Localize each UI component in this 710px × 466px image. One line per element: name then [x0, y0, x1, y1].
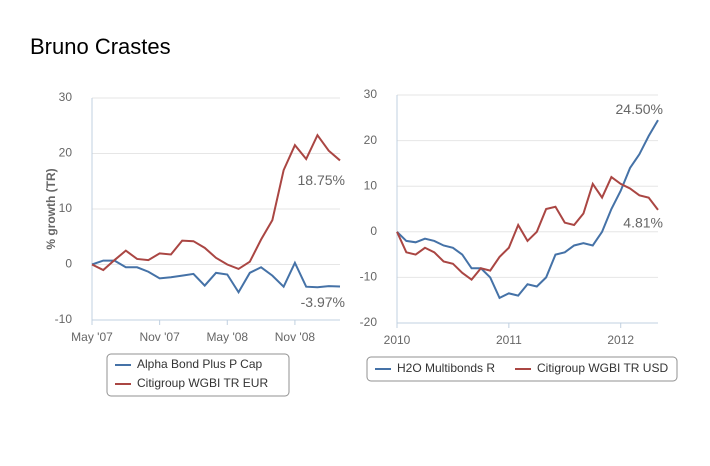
legend-label: Citigroup WGBI TR EUR — [137, 376, 268, 390]
series-line — [91, 133, 341, 272]
y-tick-label: 20 — [364, 133, 378, 147]
y-axis-label: % growth (TR) — [44, 168, 58, 249]
end-label: -3.97% — [301, 294, 345, 310]
y-tick-label: 0 — [65, 257, 72, 271]
end-label: 18.75% — [298, 172, 345, 188]
series-line — [91, 259, 341, 295]
x-tick-label: Nov '07 — [139, 330, 180, 344]
legend-label: Citigroup WGBI TR USD — [537, 361, 668, 375]
y-tick-label: 30 — [59, 90, 73, 104]
legend-box — [106, 353, 290, 397]
y-tick-label: -10 — [55, 312, 73, 326]
x-tick-label: 2012 — [607, 333, 634, 347]
y-tick-label: 0 — [370, 224, 377, 238]
end-label: 24.50% — [616, 101, 663, 117]
end-label: 4.81% — [623, 215, 663, 231]
page-title: Bruno Crastes — [30, 34, 171, 59]
x-tick-label: 2011 — [496, 333, 522, 347]
y-tick-label: 30 — [364, 87, 378, 101]
y-tick-label: -20 — [360, 315, 378, 329]
y-tick-label: 10 — [59, 201, 73, 215]
x-tick-label: May '08 — [206, 330, 248, 344]
x-tick-label: Nov '08 — [275, 330, 316, 344]
series-line — [396, 119, 659, 300]
y-tick-label: 20 — [59, 146, 73, 160]
legend-label: H2O Multibonds R — [397, 361, 495, 375]
x-tick-label: 2010 — [384, 333, 411, 347]
x-tick-label: May '07 — [71, 330, 113, 344]
legend-label: Alpha Bond Plus P Cap — [137, 357, 263, 371]
series-line — [396, 175, 659, 282]
y-tick-label: -10 — [360, 270, 378, 284]
y-tick-label: 10 — [364, 178, 378, 192]
